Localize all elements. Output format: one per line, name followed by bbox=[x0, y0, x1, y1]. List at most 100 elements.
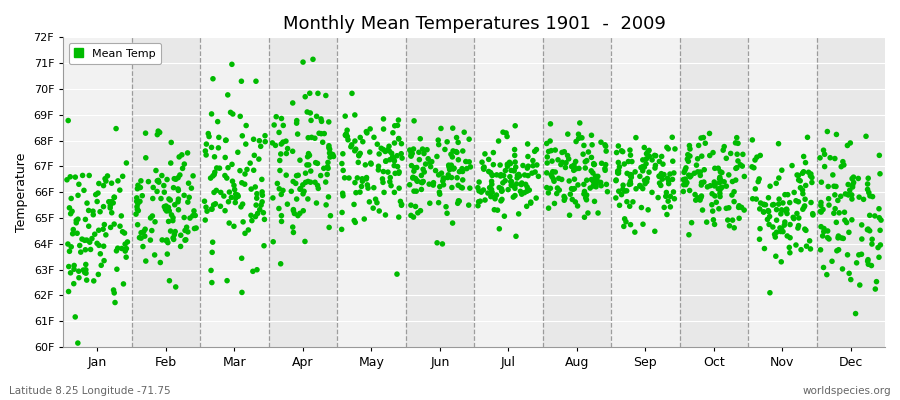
Point bbox=[494, 188, 508, 194]
Point bbox=[205, 206, 220, 212]
Point bbox=[514, 182, 528, 188]
Point bbox=[588, 198, 602, 204]
Point bbox=[828, 155, 842, 162]
Point bbox=[79, 277, 94, 283]
Point bbox=[813, 155, 827, 161]
Point bbox=[188, 212, 202, 219]
Point bbox=[771, 140, 786, 147]
Point bbox=[77, 269, 92, 276]
Point bbox=[134, 178, 148, 184]
Point bbox=[345, 90, 359, 96]
Point bbox=[845, 182, 859, 188]
Point bbox=[823, 154, 837, 161]
Point bbox=[244, 212, 258, 218]
Point bbox=[270, 180, 284, 187]
Point bbox=[788, 198, 803, 204]
Point bbox=[146, 184, 160, 191]
Point bbox=[93, 208, 107, 215]
Point bbox=[855, 236, 869, 242]
Point bbox=[132, 234, 147, 241]
Point bbox=[478, 197, 492, 203]
Point bbox=[676, 188, 690, 195]
Point bbox=[98, 176, 112, 182]
Point bbox=[868, 286, 883, 292]
Point bbox=[653, 182, 668, 189]
Point bbox=[590, 177, 604, 183]
Point bbox=[451, 156, 465, 163]
Point bbox=[843, 276, 858, 283]
Point bbox=[659, 189, 673, 196]
Point bbox=[778, 192, 792, 198]
Point bbox=[623, 203, 637, 210]
Point bbox=[845, 176, 859, 182]
Point bbox=[340, 133, 355, 140]
Point bbox=[351, 159, 365, 166]
Point bbox=[757, 201, 771, 208]
Point bbox=[872, 254, 886, 260]
Point bbox=[347, 112, 362, 118]
Point bbox=[431, 200, 446, 206]
Point bbox=[872, 152, 886, 158]
Point bbox=[799, 243, 814, 249]
Point bbox=[409, 175, 423, 182]
Point bbox=[508, 146, 522, 153]
Point bbox=[269, 114, 284, 120]
Point bbox=[499, 130, 513, 136]
Point bbox=[722, 204, 736, 211]
Point bbox=[320, 159, 335, 166]
Point bbox=[266, 238, 281, 245]
Point bbox=[561, 152, 575, 159]
Point bbox=[616, 182, 630, 188]
Point bbox=[798, 160, 813, 166]
Point bbox=[168, 284, 183, 290]
Point bbox=[303, 168, 318, 174]
Point bbox=[462, 136, 476, 142]
Point bbox=[712, 206, 726, 212]
Point bbox=[623, 147, 637, 153]
Point bbox=[745, 196, 760, 202]
Point bbox=[75, 236, 89, 242]
Point bbox=[254, 143, 268, 150]
Point bbox=[310, 113, 324, 120]
Point bbox=[353, 150, 367, 156]
Point bbox=[527, 148, 542, 154]
Point bbox=[508, 159, 522, 165]
Point bbox=[594, 182, 608, 189]
Point bbox=[462, 202, 476, 208]
Point bbox=[707, 193, 722, 199]
Point bbox=[694, 180, 708, 186]
Point bbox=[161, 218, 176, 225]
Point bbox=[611, 168, 625, 174]
Point bbox=[854, 251, 868, 258]
Point bbox=[319, 202, 333, 208]
Point bbox=[817, 163, 832, 170]
Point bbox=[529, 146, 544, 153]
Point bbox=[131, 208, 146, 214]
Point bbox=[641, 207, 655, 213]
Point bbox=[552, 175, 566, 182]
Point bbox=[667, 170, 681, 176]
Point bbox=[463, 185, 477, 191]
Point bbox=[162, 208, 176, 214]
Point bbox=[432, 189, 446, 196]
Point bbox=[457, 129, 472, 136]
Point bbox=[119, 246, 133, 252]
Point bbox=[693, 172, 707, 179]
Point bbox=[565, 196, 580, 203]
Point bbox=[862, 228, 877, 234]
Bar bbox=[131, 37, 200, 347]
Point bbox=[130, 204, 144, 210]
Point bbox=[729, 165, 743, 172]
Point bbox=[323, 212, 338, 219]
Point bbox=[562, 156, 576, 162]
Point bbox=[303, 179, 318, 186]
Point bbox=[520, 188, 535, 194]
Point bbox=[569, 158, 583, 165]
Point bbox=[822, 236, 836, 242]
Point bbox=[737, 207, 751, 213]
Point bbox=[297, 188, 311, 194]
Point bbox=[585, 142, 599, 148]
Point bbox=[78, 266, 93, 273]
Point bbox=[760, 208, 775, 214]
Point bbox=[725, 217, 740, 223]
